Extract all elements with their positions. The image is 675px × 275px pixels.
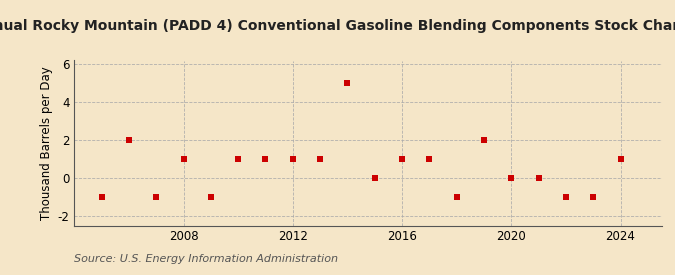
Point — [506, 176, 516, 180]
Point — [397, 157, 408, 161]
Point — [315, 157, 325, 161]
Point — [288, 157, 298, 161]
Point — [533, 176, 544, 180]
Point — [479, 138, 489, 142]
Point — [151, 195, 161, 199]
Point — [96, 195, 107, 199]
Point — [369, 176, 380, 180]
Point — [560, 195, 571, 199]
Y-axis label: Thousand Barrels per Day: Thousand Barrels per Day — [40, 66, 53, 220]
Point — [124, 138, 134, 142]
Point — [342, 81, 353, 86]
Text: Annual Rocky Mountain (PADD 4) Conventional Gasoline Blending Components Stock C: Annual Rocky Mountain (PADD 4) Conventio… — [0, 19, 675, 33]
Point — [452, 195, 462, 199]
Point — [615, 157, 626, 161]
Point — [260, 157, 271, 161]
Point — [205, 195, 216, 199]
Point — [424, 157, 435, 161]
Point — [588, 195, 599, 199]
Point — [178, 157, 189, 161]
Text: Source: U.S. Energy Information Administration: Source: U.S. Energy Information Administ… — [74, 254, 338, 264]
Point — [233, 157, 244, 161]
